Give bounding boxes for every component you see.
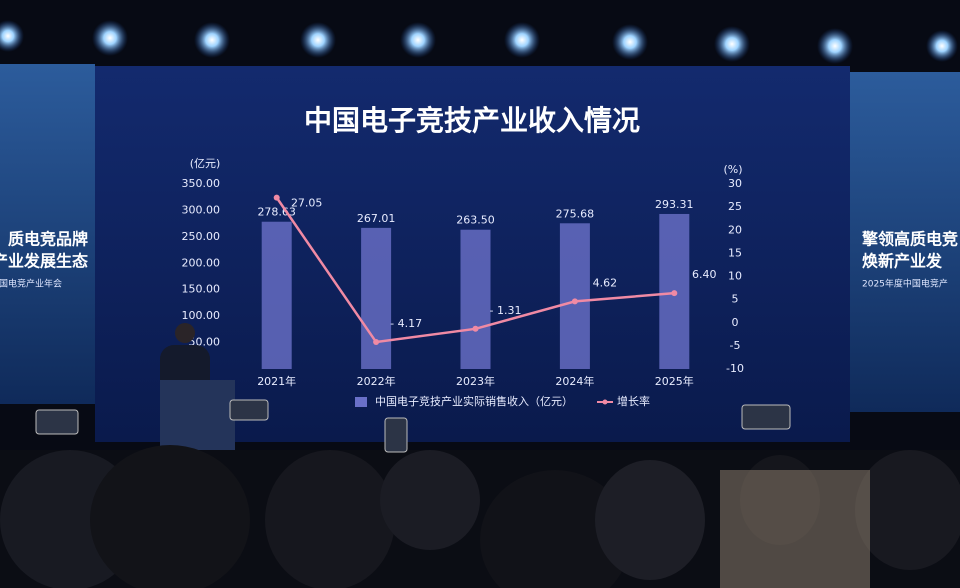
plot: 50.00100.00150.00200.00250.00300.00350.0… (182, 177, 744, 408)
y2-axis-unit: (%) (723, 163, 742, 176)
banner-text: 质电竞品牌 (8, 230, 88, 249)
y-tick-label: 100.00 (182, 309, 221, 322)
x-tick-label: 2022年 (357, 374, 396, 388)
legend-swatch (355, 397, 367, 407)
right-banner (850, 72, 960, 412)
light (817, 28, 853, 64)
legend-label: 中国电子竞技产业实际销售收入（亿元） (375, 394, 573, 408)
bar-value-label: 293.31 (655, 198, 694, 211)
line-value-label: 4.62 (593, 276, 618, 289)
y2-tick-label: 30 (728, 177, 742, 190)
podium (160, 380, 235, 450)
bar (559, 223, 590, 369)
line-point (472, 325, 479, 332)
bar (361, 227, 392, 369)
head (855, 450, 960, 570)
bar (261, 221, 292, 369)
banner-text: 擎领高质电竞 (862, 230, 958, 249)
line-point (373, 339, 380, 346)
x-tick-label: 2023年 (456, 374, 495, 388)
phone (384, 417, 408, 453)
left-banner (0, 64, 95, 404)
head (265, 450, 395, 588)
y2-tick-label: 25 (728, 200, 742, 213)
line-value-label: - 1.31 (490, 304, 522, 317)
chart-title: 中国电子竞技产业收入情况 (304, 104, 640, 137)
light (194, 22, 230, 58)
head (480, 470, 630, 588)
light (926, 30, 958, 62)
head (380, 450, 480, 550)
phone (741, 404, 791, 430)
y-axis-unit: (亿元) (190, 157, 221, 170)
jacket (720, 470, 870, 588)
x-tick-label: 2025年 (655, 374, 694, 388)
light (714, 26, 750, 62)
legend-swatch-dot (602, 399, 608, 405)
y2-tick-label: -10 (726, 362, 744, 375)
line-point (571, 298, 578, 305)
light (504, 22, 540, 58)
phone (229, 399, 269, 421)
bar-value-label: 278.63 (257, 206, 296, 219)
head (90, 445, 250, 588)
line-point (671, 290, 678, 297)
x-tick-label: 2021年 (257, 374, 296, 388)
legend-label: 增长率 (617, 394, 650, 408)
y-tick-label: 350.00 (182, 177, 221, 190)
y-tick-label: 250.00 (182, 230, 221, 243)
phone (35, 409, 79, 435)
line-value-label: 27.05 (291, 197, 323, 210)
y2-tick-label: 5 (732, 293, 739, 306)
y2-tick-label: 20 (728, 223, 742, 236)
banner-text: 中国电竞产业年会 (0, 278, 62, 290)
y-tick-label: 300.00 (182, 203, 221, 216)
banner-text: 焕新产业发 (862, 252, 943, 271)
light (300, 22, 336, 58)
stage-lights (0, 20, 958, 64)
bar-value-label: 275.68 (556, 207, 595, 220)
light (0, 20, 24, 52)
y2-tick-label: 15 (728, 246, 742, 259)
audience (0, 323, 960, 588)
y2-tick-label: 10 (728, 270, 742, 283)
y2-tick-label: 0 (732, 316, 739, 329)
y2-tick-label: -5 (730, 339, 741, 352)
x-tick-label: 2024年 (555, 374, 594, 388)
bar-value-label: 267.01 (357, 212, 396, 225)
line-value-label: - 4.17 (390, 317, 422, 330)
bar (460, 229, 491, 369)
head (595, 460, 705, 580)
presenter-head (175, 323, 195, 343)
light (612, 24, 648, 60)
banner-text: 产业发展生态 (0, 252, 88, 271)
banner-text: 2025年度中国电竞产 (862, 278, 948, 290)
bar-value-label: 263.50 (456, 214, 495, 227)
line-point (273, 194, 280, 201)
y-tick-label: 200.00 (182, 256, 221, 269)
light (400, 22, 436, 58)
light (92, 20, 128, 56)
line-value-label: 6.40 (692, 268, 717, 281)
y-tick-label: 150.00 (182, 283, 221, 296)
